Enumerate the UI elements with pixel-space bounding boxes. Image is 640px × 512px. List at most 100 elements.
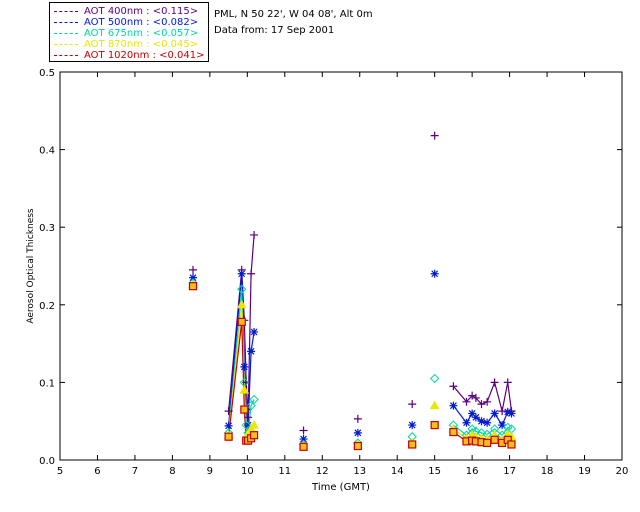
data-point-aot-400nm <box>503 378 512 387</box>
data-point-aot-675nm <box>241 420 251 430</box>
data-point-aot-500nm <box>299 435 308 444</box>
data-point-aot-1020nm <box>249 431 259 440</box>
data-point-aot-1020nm <box>449 427 458 437</box>
data-point-aot-400nm <box>483 397 492 406</box>
data-point-aot-400nm <box>189 265 198 274</box>
data-point-aot-500nm <box>483 418 492 427</box>
x-tick-label: 11 <box>278 466 291 477</box>
data-point-aot-500nm <box>449 401 458 410</box>
data-point-aot-1020nm <box>188 282 198 291</box>
data-point-aot-1020nm <box>408 440 417 449</box>
data-point-aot-400nm <box>408 400 417 409</box>
data-point-aot-500nm <box>503 407 512 416</box>
data-point-aot-500nm <box>462 418 471 427</box>
data-point-aot-870nm <box>429 400 440 410</box>
data-point-aot-500nm <box>250 327 259 336</box>
legend-swatch-870 <box>54 43 78 45</box>
data-point-aot-1020nm <box>490 435 499 444</box>
x-tick-label: 9 <box>207 466 213 477</box>
data-point-aot-675nm <box>246 400 256 411</box>
station-info: PML, N 50 22', W 04 08', Alt 0m <box>214 9 373 20</box>
data-point-aot-400nm <box>498 407 507 416</box>
x-axis-label: Time (GMT) <box>311 482 370 493</box>
data-point-aot-1020nm <box>240 405 249 414</box>
y-tick-label: 0.4 <box>39 146 55 157</box>
series-line-aot-500nm <box>452 405 512 427</box>
data-point-aot-400nm <box>224 407 233 416</box>
data-point-aot-1020nm <box>430 420 439 430</box>
x-tick-label: 13 <box>353 466 366 477</box>
legend-label-870: AOT 870nm : <0.045> <box>84 39 199 50</box>
data-point-aot-1020nm <box>483 438 492 448</box>
y-axis-label: Aerosol Optical Thickness <box>26 208 36 324</box>
legend-item-675: AOT 675nm : <0.057> <box>54 28 198 39</box>
legend-item-870: AOT 870nm : <0.045> <box>54 39 198 50</box>
data-point-aot-400nm <box>477 400 486 409</box>
data-point-aot-1020nm <box>507 440 516 449</box>
data-point-aot-500nm <box>237 269 246 278</box>
x-tick-label: 12 <box>316 466 329 477</box>
data-point-aot-500nm <box>224 421 233 430</box>
x-tick-label: 8 <box>169 466 175 477</box>
y-tick-label: 0.0 <box>39 456 55 467</box>
x-tick-label: 14 <box>391 466 404 477</box>
data-point-aot-1020nm <box>353 441 362 451</box>
data-point-aot-500nm <box>240 362 249 371</box>
data-point-aot-1020nm <box>237 317 246 326</box>
y-tick-label: 0.2 <box>39 301 55 312</box>
data-point-aot-400nm <box>471 393 480 402</box>
data-point-aot-500nm <box>477 417 486 426</box>
data-point-aot-500nm <box>244 421 253 430</box>
data-point-aot-500nm <box>468 409 477 418</box>
x-tick-label: 5 <box>57 466 63 477</box>
x-tick-label: 19 <box>578 466 591 477</box>
data-point-aot-870nm <box>239 385 250 394</box>
data-point-aot-400nm <box>490 378 499 387</box>
x-tick-label: 18 <box>541 466 554 477</box>
legend-item-1020: AOT 1020nm : <0.041> <box>54 50 204 61</box>
plot-frame <box>59 71 623 461</box>
legend-item-400: AOT 400nm : <0.115> <box>54 6 198 17</box>
data-point-aot-500nm <box>471 413 480 422</box>
data-point-aot-400nm <box>430 131 439 140</box>
legend: AOT 400nm : <0.115> AOT 500nm : <0.082> … <box>49 2 209 62</box>
data-point-aot-500nm <box>408 421 417 430</box>
data-point-aot-675nm <box>237 284 247 294</box>
data-point-aot-500nm <box>507 409 516 418</box>
data-point-aot-400nm <box>244 413 253 422</box>
data-point-aot-870nm <box>249 420 259 429</box>
y-tick-label: 0.1 <box>39 378 55 389</box>
data-point-aot-400nm <box>449 382 458 391</box>
data-point-aot-1020nm <box>224 432 233 441</box>
data-point-aot-500nm <box>490 409 499 418</box>
data-point-aot-500nm <box>498 421 507 430</box>
data-point-aot-400nm <box>299 426 308 435</box>
legend-label-400: AOT 400nm : <0.115> <box>84 6 199 17</box>
legend-label-1020: AOT 1020nm : <0.041> <box>84 50 205 61</box>
x-tick-label: 16 <box>466 466 479 477</box>
data-point-aot-500nm <box>247 347 256 356</box>
legend-swatch-500 <box>54 21 78 23</box>
legend-swatch-400 <box>54 10 78 12</box>
x-tick-label: 7 <box>132 466 138 477</box>
data-point-aot-500nm <box>430 269 439 278</box>
data-point-aot-400nm <box>250 230 259 239</box>
x-tick-label: 20 <box>616 466 629 477</box>
legend-label-675: AOT 675nm : <0.057> <box>84 28 199 39</box>
x-tick-label: 10 <box>241 466 254 477</box>
data-point-aot-870nm <box>236 299 247 309</box>
x-tick-label: 15 <box>428 466 441 477</box>
data-point-aot-1020nm <box>299 442 308 451</box>
x-tick-label: 17 <box>503 466 516 477</box>
data-point-aot-675nm <box>429 373 440 384</box>
data-point-aot-500nm <box>189 273 198 282</box>
data-point-aot-500nm <box>353 428 362 437</box>
y-tick-label: 0.3 <box>39 223 55 234</box>
data-point-aot-400nm <box>247 269 256 278</box>
y-tick-label: 0.5 <box>39 68 55 79</box>
legend-swatch-675 <box>54 32 78 34</box>
x-tick-label: 6 <box>94 466 100 477</box>
data-point-aot-675nm <box>249 394 259 405</box>
date-info: Data from: 17 Sep 2001 <box>214 25 335 36</box>
